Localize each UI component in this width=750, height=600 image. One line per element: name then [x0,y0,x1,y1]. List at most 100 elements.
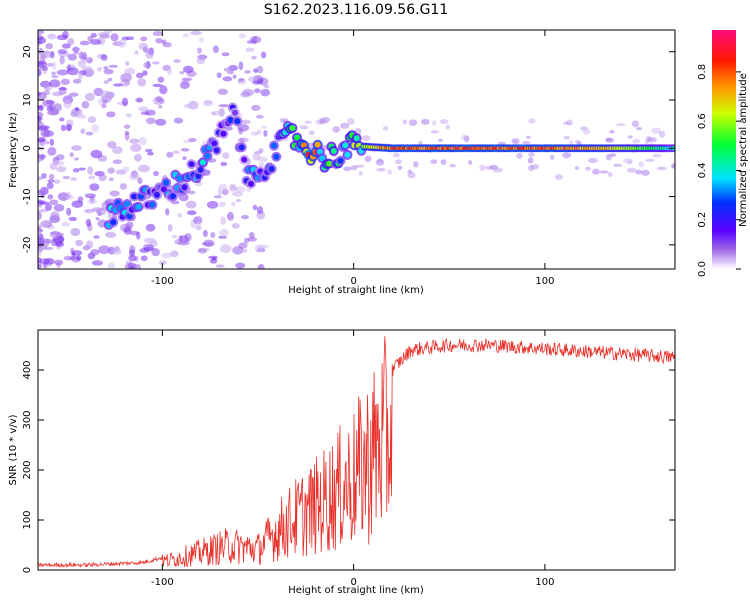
spectrogram-cell [320,116,331,123]
spectrogram-cell [112,247,122,256]
spectrogram-cell [220,161,228,167]
spectrogram-cell [137,106,149,112]
spectrogram-cell [38,30,42,37]
spectrogram-cell [187,190,196,195]
spectrogram-cell [461,134,469,141]
spectrogram-cell [43,246,54,251]
spectrogram-cell [188,137,197,142]
spectrogram-cell [260,88,271,97]
spectrogram-cell [248,231,255,239]
spectrogram-cell [622,158,633,164]
spectrogram-cell [126,213,133,220]
spectrogram-cell [158,260,167,266]
spectrogram-cell [60,78,70,85]
spectrogram-cell [66,207,72,216]
spectrogram-y-tick-label: -10 [22,188,33,204]
spectrogram-cell [81,100,90,109]
spectrogram-cell [493,167,503,173]
spectrogram-cell [562,121,570,125]
spectrogram-cell [81,65,93,71]
spectrogram-cell [176,175,183,182]
spectrogram-cell [53,179,61,184]
spectrogram-cell [528,152,535,157]
spectrogram-cell [130,143,142,153]
spectrogram-cell [555,174,563,180]
spectrogram-cell [319,118,328,125]
spectrogram-cell [107,141,117,149]
spectrogram-cell [128,266,135,269]
spectrogram-cell [652,153,662,158]
spectrogram-cell [231,201,236,207]
snr-x-axis-label: Height of straight line (km) [288,585,424,596]
spectrogram-cell [585,166,591,171]
spectrogram-cell [658,130,666,138]
spectrogram-cell [241,119,251,125]
spectrogram-cell [342,142,349,149]
spectrogram-cell [51,75,59,79]
spectrogram-cell [353,135,360,142]
spectrogram-cell [250,55,257,60]
snr-y-tick-label: 400 [22,360,33,379]
spectrogram-cell [579,126,588,131]
spectrogram-cell [87,116,97,124]
spectrogram-cell [51,61,57,70]
spectrogram-cell [563,136,571,140]
spectrogram-cell [347,117,355,125]
spectrogram-cell [153,191,160,198]
spectrogram-cell [97,32,110,37]
spectrogram-cell [70,177,78,181]
spectrogram-cell [485,165,493,171]
spectrogram-cell [463,135,470,143]
spectrogram-cell [605,137,615,143]
spectrogram-cell [38,104,44,112]
spectrogram-cell [38,91,47,101]
spectrogram-cell [98,173,107,182]
spectrogram-cell [219,228,229,237]
spectrogram-cell [166,151,174,158]
spectrogram-cell [247,236,257,242]
spectrogram-cell [47,179,55,183]
spectrogram-cell [332,126,341,133]
spectrogram-cell [112,159,122,165]
spectrogram-cell [489,164,498,170]
spectrogram-cell [174,239,184,245]
spectrogram-cell [238,127,243,135]
snr-frame [37,329,676,571]
spectrogram-cell [220,130,227,137]
spectrogram-cell [182,65,194,74]
spectrogram-cell [75,239,83,247]
spectrogram-cell [273,153,280,160]
spectrogram-cell [167,223,173,232]
spectrogram-cell [640,169,650,176]
snr-y-tick-label: 200 [22,460,33,479]
spectrogram-cell [128,254,137,262]
spectrogram-cell [217,88,228,95]
spectrogram-cell [606,154,612,161]
spectrogram-cell [252,152,261,161]
spectrogram-cell [147,151,154,156]
spectrogram-cell [226,211,234,221]
spectrogram-cell [124,132,130,141]
spectrogram-cell [165,208,170,216]
snr-x-tick-label: 0 [350,577,356,588]
spectrogram-cell [364,155,372,162]
snr-y-axis-label: SNR (10 * v/v) [8,414,19,485]
spectrogram-cell [438,138,444,142]
spectrogram-cell [237,80,247,85]
spectrogram-cell [38,121,45,130]
spectrogram-cell [206,200,219,209]
spectrogram-cell [238,61,244,71]
spectrogram-cell [250,131,259,136]
spectrogram-cell [91,260,103,266]
spectrogram-cell [123,226,132,235]
spectrogram-cell [140,36,148,42]
spectrogram-cell [651,127,662,134]
spectrogram-cell [110,219,117,226]
spectrogram-cell [45,43,53,50]
spectrogram-cell [256,206,264,214]
spectrogram-cell [120,73,132,83]
spectrogram-cell [204,153,211,160]
spectrogram-cell [234,186,246,194]
spectrogram-cell [248,180,255,187]
spectrogram-cell [104,200,112,204]
